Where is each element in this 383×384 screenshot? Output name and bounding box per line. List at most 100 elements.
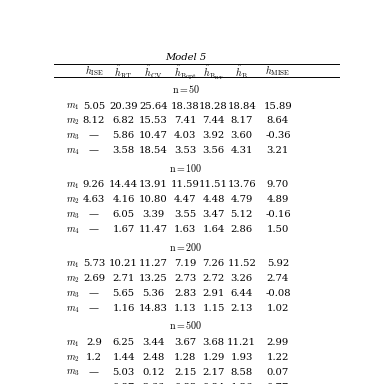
Text: 4.79: 4.79 <box>231 195 253 204</box>
Text: 1.64: 1.64 <box>202 225 225 234</box>
Text: 5.12: 5.12 <box>231 210 253 219</box>
Text: 25.64: 25.64 <box>139 101 167 111</box>
Text: 3.56: 3.56 <box>203 146 224 155</box>
Text: 2.13: 2.13 <box>231 304 253 313</box>
Text: 2.69: 2.69 <box>83 274 105 283</box>
Text: $m_3$: $m_3$ <box>66 131 80 142</box>
Text: 3.39: 3.39 <box>142 210 164 219</box>
Text: $h_{\mathrm{MISE}}$: $h_{\mathrm{MISE}}$ <box>265 63 290 78</box>
Text: 14.44: 14.44 <box>109 180 138 189</box>
Text: 18.28: 18.28 <box>199 101 228 111</box>
Text: $m_4$: $m_4$ <box>66 304 80 314</box>
Text: $\mathrm{n}{=}100$: $\mathrm{n}{=}100$ <box>169 162 203 174</box>
Text: —: — <box>89 304 99 313</box>
Text: $\hat{h}_{\mathrm{B}}$: $\hat{h}_{\mathrm{B}}$ <box>235 63 248 81</box>
Text: 2.86: 2.86 <box>231 225 253 234</box>
Text: $m_2$: $m_2$ <box>66 195 80 206</box>
Text: 11.27: 11.27 <box>139 259 168 268</box>
Text: 7.44: 7.44 <box>202 116 225 126</box>
Text: 2.74: 2.74 <box>267 274 289 283</box>
Text: 11.21: 11.21 <box>227 338 256 347</box>
Text: 3.58: 3.58 <box>113 146 135 155</box>
Text: 0.77: 0.77 <box>267 383 289 384</box>
Text: 13.91: 13.91 <box>139 180 168 189</box>
Text: 2.99: 2.99 <box>267 338 289 347</box>
Text: 18.38: 18.38 <box>171 101 200 111</box>
Text: 8.17: 8.17 <box>231 116 253 126</box>
Text: $m_2$: $m_2$ <box>66 353 80 364</box>
Text: 11.52: 11.52 <box>227 259 256 268</box>
Text: $m_1$: $m_1$ <box>66 180 79 191</box>
Text: 5.05: 5.05 <box>83 101 105 111</box>
Text: 13.25: 13.25 <box>139 274 168 283</box>
Text: $\hat{h}_{\mathrm{B_{RT}}}$: $\hat{h}_{\mathrm{B_{RT}}}$ <box>203 63 224 82</box>
Text: 1.22: 1.22 <box>267 353 289 362</box>
Text: 1.02: 1.02 <box>267 304 289 313</box>
Text: $m_1$: $m_1$ <box>66 259 79 270</box>
Text: 15.53: 15.53 <box>139 116 168 126</box>
Text: $m_2$: $m_2$ <box>66 116 80 127</box>
Text: 9.26: 9.26 <box>83 180 105 189</box>
Text: 2.91: 2.91 <box>202 289 225 298</box>
Text: -0.36: -0.36 <box>265 131 291 141</box>
Text: —: — <box>89 210 99 219</box>
Text: 1.50: 1.50 <box>267 225 289 234</box>
Text: $m_4$: $m_4$ <box>66 225 80 236</box>
Text: 1.29: 1.29 <box>202 353 225 362</box>
Text: 7.26: 7.26 <box>203 259 224 268</box>
Text: 11.47: 11.47 <box>139 225 168 234</box>
Text: —: — <box>89 289 99 298</box>
Text: —: — <box>89 131 99 141</box>
Text: 0.87: 0.87 <box>113 383 135 384</box>
Text: $m_3$: $m_3$ <box>66 210 80 221</box>
Text: $\mathrm{n}{=}500$: $\mathrm{n}{=}500$ <box>169 319 203 331</box>
Text: 0.83: 0.83 <box>174 383 196 384</box>
Text: 10.21: 10.21 <box>109 259 138 268</box>
Text: 3.55: 3.55 <box>174 210 196 219</box>
Text: 1.15: 1.15 <box>202 304 225 313</box>
Text: 20.39: 20.39 <box>109 101 138 111</box>
Text: 4.16: 4.16 <box>112 195 135 204</box>
Text: —: — <box>89 225 99 234</box>
Text: 7.19: 7.19 <box>174 259 196 268</box>
Text: 3.68: 3.68 <box>203 338 224 347</box>
Text: 9.70: 9.70 <box>267 180 289 189</box>
Text: -0.08: -0.08 <box>265 289 291 298</box>
Text: $\hat{h}_{\mathrm{Bopt}}$: $\hat{h}_{\mathrm{Bopt}}$ <box>173 63 196 81</box>
Text: $h_{\mathrm{ISE}}$: $h_{\mathrm{ISE}}$ <box>85 63 103 78</box>
Text: 1.63: 1.63 <box>174 225 196 234</box>
Text: —: — <box>89 383 99 384</box>
Text: 1.16: 1.16 <box>112 304 135 313</box>
Text: 4.89: 4.89 <box>267 195 289 204</box>
Text: 5.92: 5.92 <box>267 259 289 268</box>
Text: 2.17: 2.17 <box>202 368 225 377</box>
Text: 4.31: 4.31 <box>231 146 253 155</box>
Text: 4.48: 4.48 <box>202 195 225 204</box>
Text: $m_4$: $m_4$ <box>66 146 80 157</box>
Text: $m_1$: $m_1$ <box>66 101 79 112</box>
Text: 3.47: 3.47 <box>202 210 225 219</box>
Text: 2.72: 2.72 <box>202 274 224 283</box>
Text: 1.36: 1.36 <box>231 383 253 384</box>
Text: 8.58: 8.58 <box>231 368 253 377</box>
Text: 0.07: 0.07 <box>267 368 289 377</box>
Text: -0.16: -0.16 <box>265 210 291 219</box>
Text: 4.63: 4.63 <box>83 195 105 204</box>
Text: 2.9: 2.9 <box>86 338 102 347</box>
Text: 8.64: 8.64 <box>267 116 289 126</box>
Text: —: — <box>89 146 99 155</box>
Text: 13.76: 13.76 <box>228 180 256 189</box>
Text: 6.05: 6.05 <box>113 210 135 219</box>
Text: 1.67: 1.67 <box>113 225 135 234</box>
Text: 0.84: 0.84 <box>202 383 225 384</box>
Text: 5.86: 5.86 <box>113 131 135 141</box>
Text: 1.13: 1.13 <box>174 304 196 313</box>
Text: 18.54: 18.54 <box>139 146 168 155</box>
Text: 2.15: 2.15 <box>174 368 196 377</box>
Text: $\hat{h}_{\mathrm{CV}}$: $\hat{h}_{\mathrm{CV}}$ <box>144 63 162 81</box>
Text: 1.28: 1.28 <box>174 353 196 362</box>
Text: 8.12: 8.12 <box>83 116 105 126</box>
Text: $m_3$: $m_3$ <box>66 289 80 300</box>
Text: 3.26: 3.26 <box>231 274 253 283</box>
Text: 11.59: 11.59 <box>170 180 200 189</box>
